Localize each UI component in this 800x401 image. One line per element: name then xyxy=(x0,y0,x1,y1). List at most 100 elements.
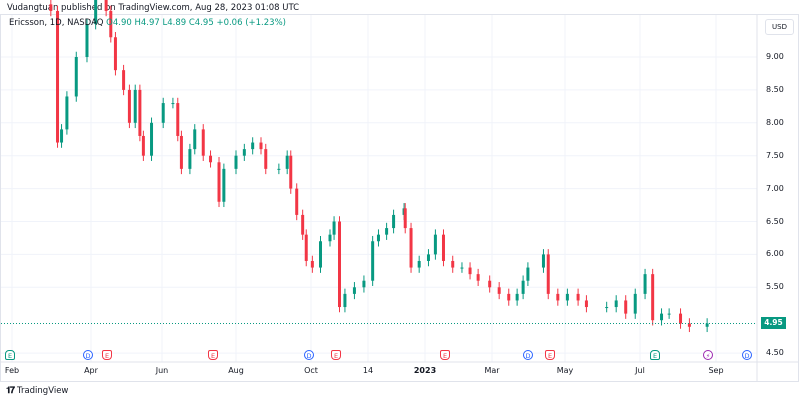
candle-body xyxy=(127,89,131,123)
time-tick: Mar xyxy=(484,366,500,375)
earnings-marker[interactable]: E xyxy=(208,350,218,360)
candle-body xyxy=(133,89,137,123)
split-marker[interactable]: ⚡ xyxy=(703,350,713,360)
candle-body xyxy=(515,293,519,301)
candle-body xyxy=(209,155,213,163)
candle-body xyxy=(65,96,69,130)
candle-body xyxy=(138,89,142,136)
candle-body xyxy=(289,155,293,189)
price-tick: 8.50 xyxy=(766,84,784,94)
candle-body xyxy=(113,37,117,71)
candle-body xyxy=(468,267,472,275)
candle-body xyxy=(217,162,221,202)
candle-body xyxy=(171,103,175,105)
candle-body xyxy=(576,293,580,301)
candle-body xyxy=(687,323,691,327)
candle-body xyxy=(319,241,322,268)
candle-body xyxy=(94,0,98,25)
candle-body xyxy=(541,254,545,268)
close-value: C4.95 xyxy=(188,18,214,28)
candle-body xyxy=(441,234,445,261)
price-tick: 6.00 xyxy=(766,249,784,259)
time-tick: May xyxy=(556,366,574,375)
candle-body xyxy=(605,307,609,309)
candle-body xyxy=(371,241,375,281)
candle-body xyxy=(614,300,618,308)
time-tick: Sep xyxy=(708,366,724,375)
candle-body xyxy=(476,274,480,281)
candle-body xyxy=(546,254,550,294)
candle-body xyxy=(507,293,511,301)
candle-body xyxy=(643,274,647,294)
earnings-marker[interactable]: E xyxy=(102,350,112,360)
earnings-marker[interactable]: E xyxy=(5,350,15,360)
candle-body xyxy=(705,323,709,327)
price-tick: 5.50 xyxy=(766,282,784,292)
earnings-marker[interactable]: E xyxy=(650,350,660,360)
candle-body xyxy=(74,57,78,97)
symbol-label[interactable]: Ericsson, 1D, NASDAQ xyxy=(9,18,104,28)
candle-body xyxy=(624,300,628,314)
candle-body xyxy=(584,300,588,308)
candle-body xyxy=(417,260,421,268)
candle-body xyxy=(301,214,305,235)
candle-body xyxy=(488,280,492,288)
time-tick: Aug xyxy=(228,366,244,375)
price-tick: 4.50 xyxy=(766,348,784,358)
currency-button[interactable]: USD xyxy=(765,19,794,35)
earnings-marker[interactable]: E xyxy=(545,350,555,360)
candle-body xyxy=(264,149,268,169)
candle-body xyxy=(392,214,396,229)
candle-body xyxy=(403,208,407,229)
earnings-marker[interactable]: E xyxy=(331,350,341,360)
tradingview-logo[interactable]: 𝟏𝟕 TradingView xyxy=(6,386,68,396)
candle-body xyxy=(150,122,154,156)
candle-body xyxy=(328,234,332,242)
candle-body xyxy=(179,135,183,169)
time-tick: 14 xyxy=(362,366,374,375)
dividend-marker[interactable]: D xyxy=(523,350,533,360)
candle-body xyxy=(332,221,336,235)
candle-body xyxy=(60,129,64,143)
logo-text: TradingView xyxy=(17,386,69,396)
candle-body xyxy=(633,293,637,314)
candle-body xyxy=(385,228,389,235)
candle-body xyxy=(338,221,341,308)
candle-body xyxy=(679,313,683,324)
tradingview-logo-icon: 𝟏𝟕 xyxy=(6,386,15,396)
candle-body xyxy=(251,142,255,150)
candle-body xyxy=(526,267,530,281)
chart-frame xyxy=(0,14,799,382)
candle-body xyxy=(433,234,437,255)
candle-body xyxy=(161,103,165,123)
candle-body xyxy=(122,70,126,90)
candle-body xyxy=(277,168,281,170)
price-tick: 8.00 xyxy=(766,117,784,127)
candle-body xyxy=(651,274,655,321)
dividend-marker[interactable]: D xyxy=(742,350,752,360)
last-price-label: 4.95 xyxy=(761,317,786,329)
time-tick: Oct xyxy=(304,366,318,375)
publish-info: Vudangtuan published on TradingView.com,… xyxy=(7,3,300,13)
ohlc-legend: Ericsson, 1D, NASDAQ O4.90 H4.97 L4.89 C… xyxy=(9,18,286,28)
candle-body xyxy=(667,313,671,315)
dividend-marker[interactable]: D xyxy=(83,350,93,360)
candle-body xyxy=(451,260,455,268)
candle-body xyxy=(104,0,108,11)
price-tick: 7.50 xyxy=(766,150,784,160)
change-value: +0.06 (+1.23%) xyxy=(216,18,286,28)
candle-body xyxy=(304,234,308,261)
candle-body xyxy=(565,293,569,301)
candle-body xyxy=(310,260,314,268)
low-value: L4.89 xyxy=(162,18,187,28)
high-value: H4.97 xyxy=(134,18,160,28)
time-tick: 2023 xyxy=(413,366,437,375)
candle-body xyxy=(343,293,347,308)
candle-body xyxy=(201,129,205,156)
earnings-marker[interactable]: E xyxy=(440,350,450,360)
candle-body xyxy=(362,280,366,288)
dividend-marker[interactable]: D xyxy=(304,350,314,360)
candle-body xyxy=(193,129,197,150)
time-tick: Jul xyxy=(635,366,645,375)
